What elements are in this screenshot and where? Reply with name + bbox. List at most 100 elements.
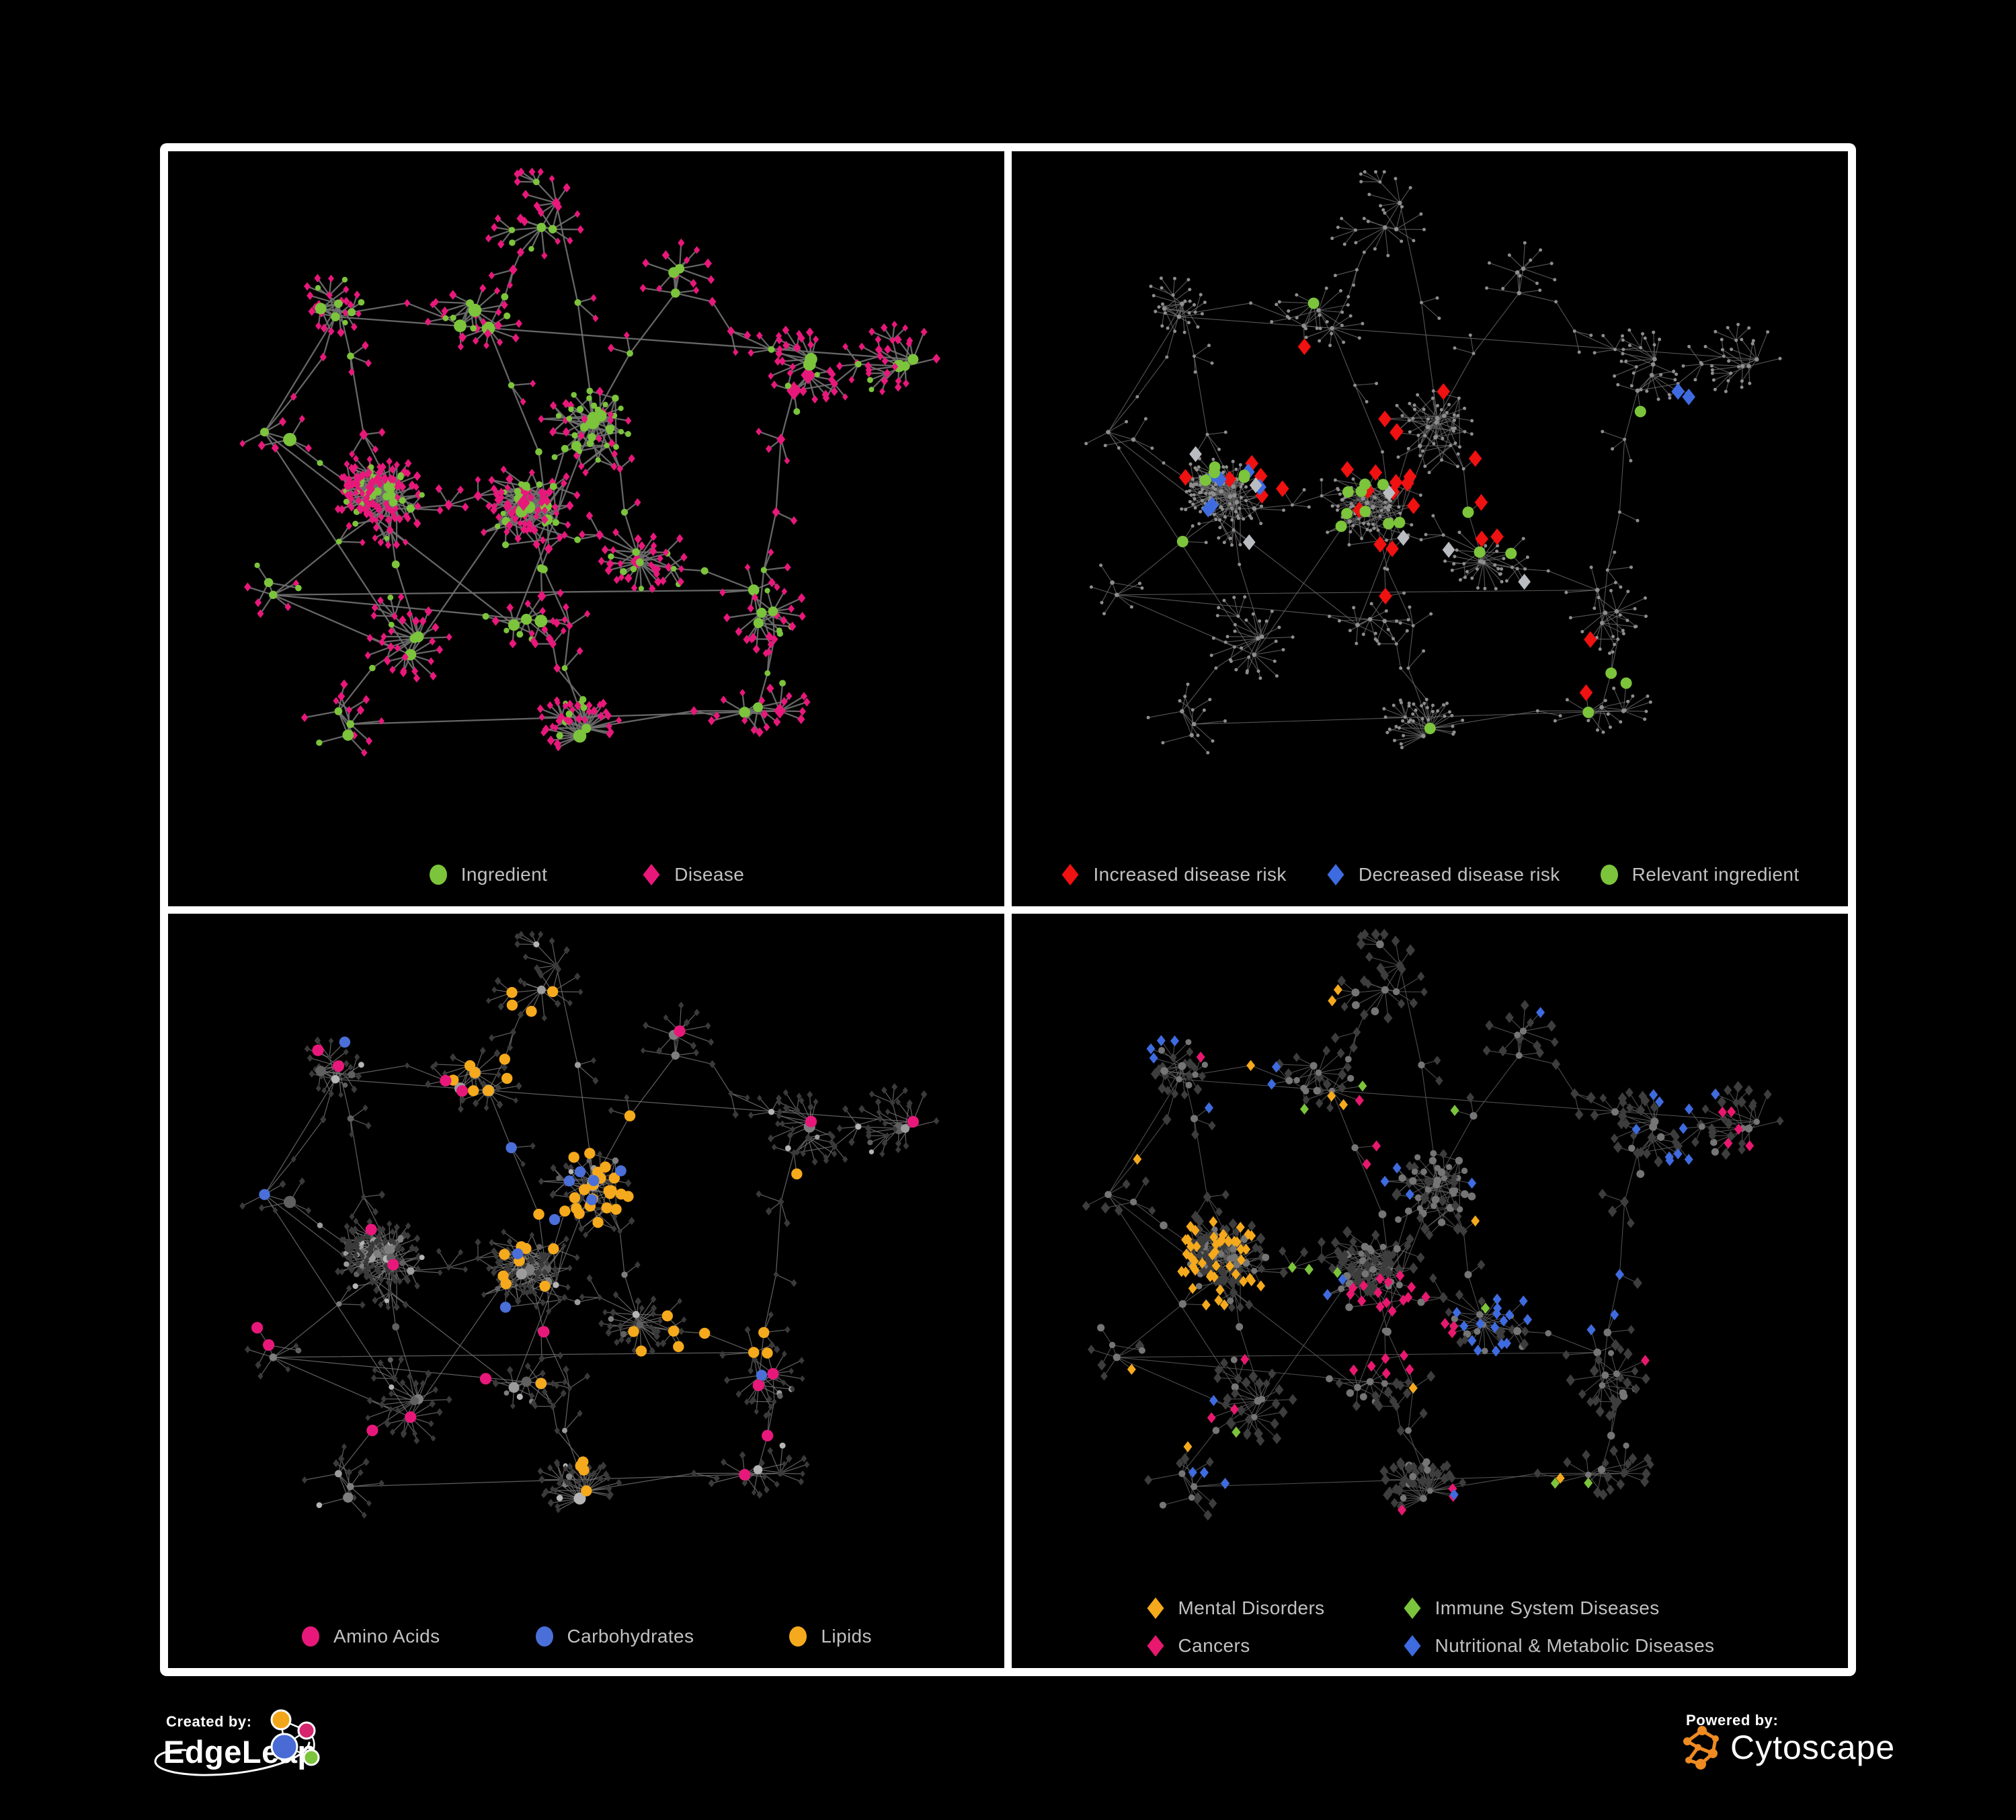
network-node: [1281, 647, 1285, 651]
highlight-node-increased-disease-risk: [1490, 528, 1504, 545]
network-node: [1412, 702, 1416, 706]
network-node: [432, 623, 440, 632]
network-edge: [1195, 294, 1201, 313]
node-layer: [1084, 170, 1782, 755]
network-edge: [774, 1146, 795, 1154]
network-node: [569, 706, 575, 715]
highlight-node-carbohydrates: [512, 1248, 524, 1259]
network-edge: [1721, 339, 1724, 357]
network-node: [446, 633, 452, 641]
network-node: [522, 953, 528, 961]
network-node: [404, 469, 411, 477]
network-node: [1290, 503, 1294, 507]
network-node: [562, 702, 569, 710]
network-edge: [1598, 597, 1617, 612]
network-edge: [1607, 512, 1620, 571]
network-node: [1554, 300, 1558, 304]
network-edge: [1353, 269, 1357, 286]
network-edge: [540, 1470, 562, 1480]
network-node: [643, 1021, 649, 1029]
network-node: [775, 331, 782, 340]
network-node: [1206, 751, 1210, 755]
network-node: [1535, 709, 1539, 713]
network-node: [1445, 701, 1449, 705]
network-node: [1193, 354, 1196, 358]
network-node: [1363, 170, 1367, 174]
network-node: [563, 1465, 568, 1472]
network-edge: [1689, 346, 1703, 365]
network-node: [1713, 329, 1718, 333]
network-node: [536, 968, 543, 977]
network-edge: [584, 459, 599, 473]
network-node: [628, 454, 635, 463]
network-node: [1383, 211, 1387, 215]
network-node: [368, 498, 376, 509]
network-node: [597, 711, 605, 721]
network-node: [524, 526, 530, 535]
network-edge: [1636, 358, 1656, 368]
network-node: [343, 1048, 349, 1056]
network-node: [1621, 334, 1624, 338]
network-edge: [1289, 309, 1320, 319]
network-edge: [779, 1464, 807, 1474]
network-node: [338, 1454, 345, 1463]
network-node: [799, 1375, 805, 1382]
network-node: [1365, 500, 1369, 506]
network-node: [634, 498, 641, 507]
network-node: [1165, 355, 1169, 359]
network-node: [604, 442, 610, 448]
network-node: [651, 1327, 658, 1335]
network-node: [344, 1222, 350, 1230]
network-node: [526, 1283, 532, 1290]
network-node: [555, 237, 561, 245]
network-node: [391, 612, 398, 621]
network-node: [308, 307, 316, 316]
network-node: [709, 1060, 716, 1068]
network-edge: [304, 1473, 339, 1480]
network-node: [506, 1366, 514, 1374]
network-node: [1138, 582, 1141, 586]
network-node: [1367, 617, 1373, 622]
network-node: [372, 1208, 378, 1216]
network-node: [1726, 325, 1730, 329]
network-node: [829, 370, 836, 379]
network-edge: [1420, 297, 1438, 303]
network-node: [1365, 400, 1369, 403]
network-node: [1199, 292, 1203, 296]
network-node: [1333, 274, 1337, 278]
network-edge: [1517, 568, 1549, 571]
network-node: [1385, 731, 1389, 734]
network-node: [1386, 508, 1390, 512]
network-node: [393, 1223, 400, 1232]
network-node: [1549, 262, 1554, 266]
network-node: [569, 1468, 575, 1477]
network-node: [1223, 515, 1227, 519]
network-edge: [516, 936, 537, 945]
network-edge: [1164, 303, 1182, 314]
network-node: [412, 616, 420, 626]
network-node: [1273, 660, 1277, 663]
highlight-node-lipids: [579, 1184, 590, 1195]
network-edge: [678, 268, 712, 281]
network-edge: [834, 363, 859, 385]
network-node: [549, 1191, 556, 1199]
network-node: [811, 395, 818, 404]
network-node: [768, 1341, 775, 1349]
network-node: [1223, 430, 1227, 434]
network-node: [541, 1491, 547, 1499]
network-node: [364, 651, 371, 660]
network-node: [611, 449, 618, 459]
network-node: [348, 308, 356, 317]
network-node: [391, 1238, 397, 1246]
network-node: [413, 518, 421, 528]
network-node: [491, 223, 498, 232]
network-node: [654, 577, 662, 587]
network-node: [1106, 430, 1111, 434]
network-node: [556, 1495, 563, 1501]
network-node: [1372, 526, 1376, 530]
network-node: [1211, 457, 1215, 461]
network-node: [337, 691, 346, 701]
network-edge: [264, 1158, 294, 1195]
network-node: [518, 931, 524, 938]
network-node: [522, 190, 530, 200]
